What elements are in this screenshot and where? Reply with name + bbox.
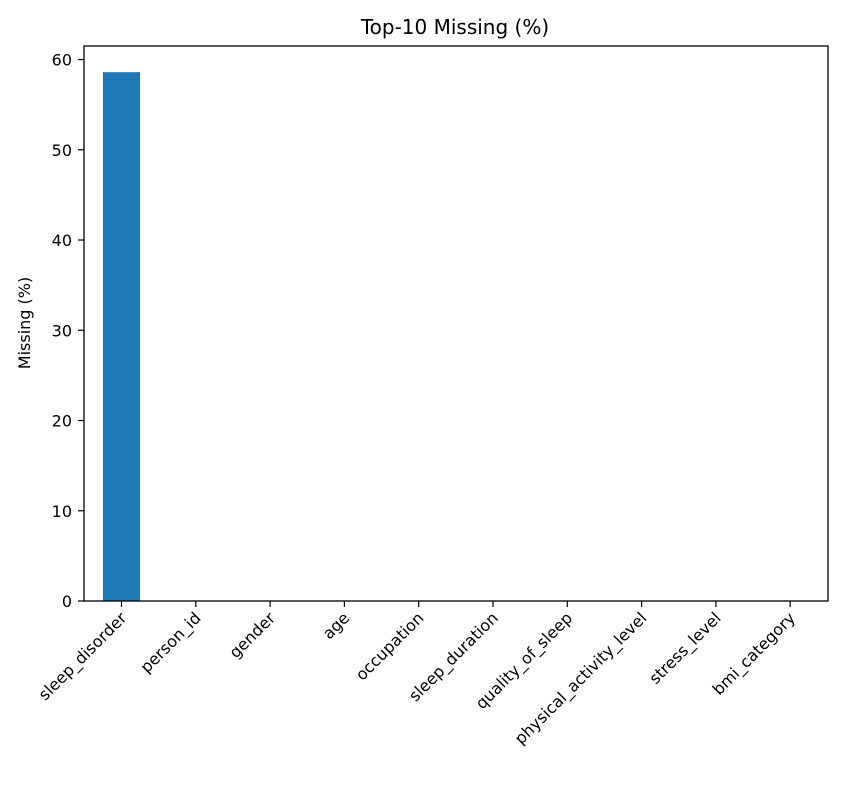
y-tick-label: 10 [52,502,72,521]
x-tick-label: stress_level [645,608,725,688]
plot-frame [83,45,829,602]
chart-title: Top-10 Missing (%) [360,15,549,39]
y-tick-label: 0 [62,592,72,611]
x-tick-label: age [319,608,354,643]
bars-group [103,72,140,602]
x-tick-label: sleep_disorder [35,608,132,705]
x-axis-ticks: sleep_disorder person_id gender ageoccupati… [35,601,800,749]
x-tick-label: occupation [352,608,428,684]
y-tick-label: 60 [52,51,72,70]
x-tick-label: physical_activity_level [511,608,651,748]
y-tick-label: 40 [52,231,72,250]
x-tick-label: gender [225,608,279,662]
y-tick-label: 50 [52,141,72,160]
y-tick-label: 30 [52,321,72,340]
y-axis-ticks: 0 10 20 30 40 50 60 [52,51,84,611]
x-tick-label: person_id [136,608,205,677]
y-axis-label: Missing (%) [15,277,34,369]
bar-sleep_disorder [103,72,140,602]
y-tick-label: 20 [52,412,72,431]
